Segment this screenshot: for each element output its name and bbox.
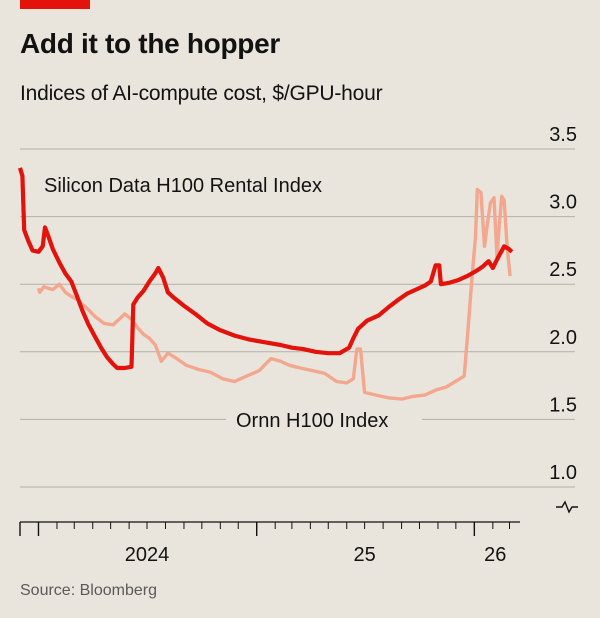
y-tick-label: 3.0 <box>549 192 577 214</box>
accent-bar <box>20 0 90 9</box>
axis-break-icon <box>556 500 578 514</box>
y-tick-label: 1.0 <box>549 462 577 484</box>
x-tick-label: 2024 <box>125 544 170 566</box>
x-tick-label: 25 <box>354 544 376 566</box>
y-tick-label: 2.0 <box>549 327 577 349</box>
gridlines <box>20 148 575 488</box>
y-tick-label: 2.5 <box>549 259 577 281</box>
chart-subtitle: Indices of AI-compute cost, $/GPU-hour <box>20 82 383 105</box>
series-label-bg <box>226 402 422 436</box>
y-tick-label: 1.5 <box>549 394 577 416</box>
x-axis-ticks <box>19 522 511 529</box>
series-line-silicon-data <box>17 167 514 371</box>
x-tick-label: 26 <box>484 544 506 566</box>
y-tick-label: 3.5 <box>549 124 577 146</box>
series-line-ornn <box>36 187 512 401</box>
series-label-silicon-data: Silicon Data H100 Rental Index <box>44 175 322 197</box>
chart-title: Add it to the hopper <box>20 28 280 59</box>
series-label-ornn: Ornn H100 Index <box>236 410 388 432</box>
source-note: Source: Bloomberg <box>20 582 157 599</box>
